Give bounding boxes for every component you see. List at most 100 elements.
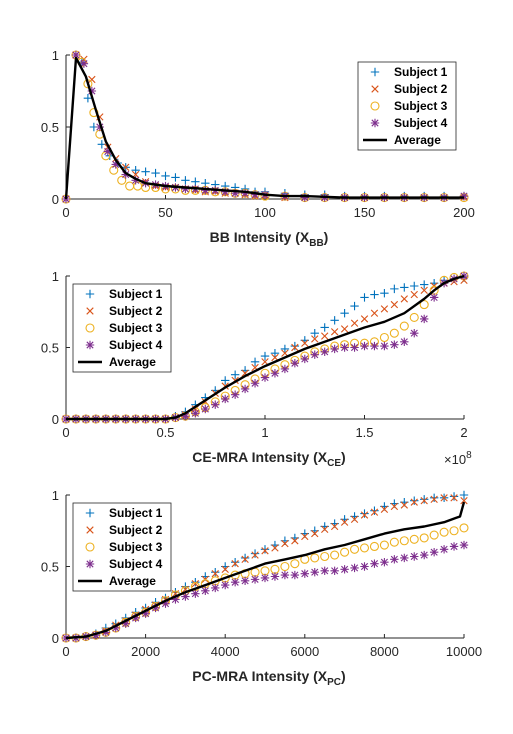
data-point xyxy=(191,177,200,186)
legend: Subject 1 Subject 2 Subject 3 Subject 4 Aver… xyxy=(72,502,172,592)
data-point xyxy=(459,191,469,201)
legend-marker-swatch xyxy=(85,289,95,299)
data-point xyxy=(221,565,229,574)
data-point xyxy=(370,506,379,515)
data-point xyxy=(409,312,419,323)
data-point xyxy=(429,293,439,302)
chart-panel-2: 0 0.5 1 1.5 2 0 0.5 1 CE-MRA Intensity (XCE) ×108… xyxy=(41,269,472,469)
data-point xyxy=(420,497,428,505)
data-point xyxy=(459,540,469,550)
data-point xyxy=(330,344,339,354)
x-tick-label: 0 xyxy=(62,644,69,659)
x-axis-label-main: CE-MRA Intensity (X xyxy=(192,449,327,465)
y-tick-label: 0.5 xyxy=(41,341,59,356)
data-point xyxy=(380,341,389,351)
data-point xyxy=(340,547,350,557)
x-tick-label: 6000 xyxy=(290,644,319,659)
data-point xyxy=(350,563,359,573)
data-point xyxy=(420,314,429,324)
data-point xyxy=(280,364,290,374)
x-axis-exponent-power: 8 xyxy=(466,450,472,461)
legend-marker-swatch xyxy=(85,340,95,350)
data-point xyxy=(117,175,127,185)
legend-marker-swatch xyxy=(85,542,95,552)
legend-label: Subject 1 xyxy=(109,287,163,301)
data-point xyxy=(290,570,300,580)
data-point xyxy=(310,350,319,359)
data-point xyxy=(109,165,119,175)
data-point xyxy=(191,409,200,418)
data-point xyxy=(301,339,309,347)
data-point xyxy=(439,527,449,537)
data-point xyxy=(380,558,389,567)
x-axis-label-end: ) xyxy=(341,449,346,465)
series-subject-2 xyxy=(62,494,468,642)
data-point xyxy=(400,337,409,346)
series-subject-4 xyxy=(61,540,469,643)
data-point xyxy=(340,343,349,352)
data-point xyxy=(370,309,379,317)
data-point xyxy=(409,534,419,544)
y-tick-label: 0 xyxy=(52,192,59,207)
data-point xyxy=(270,349,280,358)
data-point xyxy=(400,295,408,303)
average-line xyxy=(66,274,465,421)
data-point xyxy=(250,379,260,388)
data-point xyxy=(360,509,369,518)
legend: Subject 1 Subject 2 Subject 3 Subject 4 Aver… xyxy=(72,283,172,373)
legend-label: Subject 3 xyxy=(109,321,163,335)
data-point xyxy=(320,323,329,332)
data-point xyxy=(301,532,309,541)
data-point xyxy=(103,147,112,156)
x-tick-label: 1 xyxy=(261,425,268,440)
legend-marker-swatch xyxy=(370,67,380,77)
x-tick-label: 1.5 xyxy=(355,425,373,440)
data-point xyxy=(459,490,469,500)
data-point xyxy=(360,562,369,571)
legend-label: Average xyxy=(109,574,156,588)
data-point xyxy=(79,59,89,68)
data-point xyxy=(250,549,260,558)
data-point xyxy=(87,86,97,96)
data-point xyxy=(151,168,160,178)
data-point xyxy=(420,286,428,294)
legend-marker-swatch xyxy=(85,559,95,569)
data-point xyxy=(221,376,230,385)
data-point xyxy=(181,184,190,194)
legend-marker-swatch xyxy=(370,118,380,128)
data-point xyxy=(370,559,379,568)
data-point xyxy=(260,566,270,576)
data-point xyxy=(410,552,419,561)
data-point xyxy=(261,547,269,555)
data-point xyxy=(250,357,260,366)
x-tick-label: 200 xyxy=(453,205,475,220)
data-point xyxy=(330,328,339,336)
data-point xyxy=(311,529,319,538)
data-point xyxy=(410,498,418,506)
data-point xyxy=(389,537,399,547)
data-point xyxy=(161,171,170,181)
data-point xyxy=(181,592,190,601)
data-point xyxy=(260,351,270,361)
legend-label: Subject 1 xyxy=(109,506,163,520)
data-point xyxy=(141,167,150,176)
data-point xyxy=(201,586,210,596)
x-axis-label-subscript: PC xyxy=(327,677,341,688)
data-point xyxy=(211,569,219,578)
data-point xyxy=(161,599,170,608)
data-point xyxy=(340,308,349,318)
data-point xyxy=(390,340,399,349)
data-point xyxy=(419,533,429,543)
data-point xyxy=(111,623,120,633)
data-point xyxy=(131,613,140,623)
data-point xyxy=(141,609,150,618)
data-point xyxy=(310,329,319,338)
data-point xyxy=(131,176,140,185)
data-point xyxy=(349,544,360,554)
legend-box xyxy=(72,502,172,592)
data-point xyxy=(410,496,419,505)
x-axis-exponent-base: ×10 xyxy=(444,452,466,467)
data-point xyxy=(430,495,438,503)
data-point xyxy=(91,630,101,640)
